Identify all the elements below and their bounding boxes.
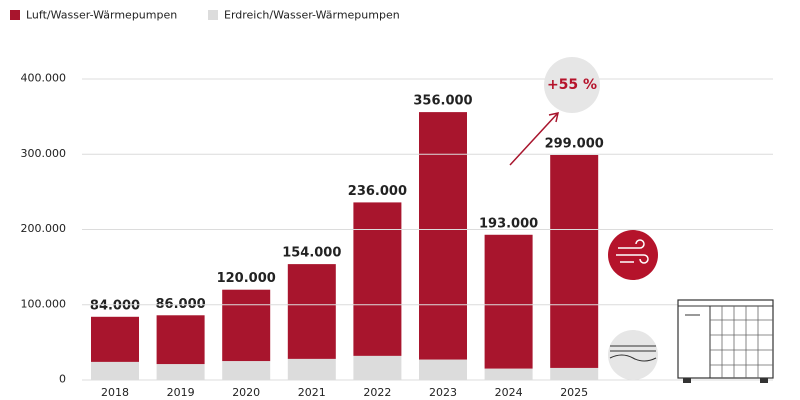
legend-label: Luft/Wasser-Wärmepumpen [26, 9, 177, 22]
bar-segment [550, 367, 599, 380]
x-tick-label: 2024 [495, 386, 523, 399]
legend-label: Erdreich/Wasser-Wärmepumpen [224, 9, 400, 22]
decoration [509, 57, 774, 383]
bar-segment [287, 264, 336, 359]
bar-segment [419, 112, 467, 360]
bar-segment [353, 202, 402, 356]
x-tick-label: 2018 [101, 386, 129, 399]
bar-segment [550, 155, 599, 368]
y-tick-label: 200.000 [21, 222, 67, 235]
value-label: 193.000 [479, 216, 538, 231]
bar-segment [156, 315, 205, 365]
bar-segment [222, 361, 271, 380]
y-tick-label: 0 [59, 373, 66, 386]
bar-segment [353, 355, 402, 380]
value-label: 84.000 [90, 298, 140, 313]
bar-segment [484, 368, 533, 380]
legend-swatch [10, 10, 20, 20]
y-tick-label: 100.000 [21, 297, 67, 310]
value-label: 299.000 [545, 137, 604, 152]
x-tick-label: 2019 [167, 386, 195, 399]
annotation: +55 % [547, 77, 597, 93]
bar-segment [91, 316, 139, 362]
bar-segment [484, 234, 533, 369]
y-tick-label: 300.000 [21, 147, 67, 160]
legend-swatch [208, 10, 218, 20]
bar-segment [91, 361, 139, 380]
x-tick-label: 2022 [363, 386, 391, 399]
x-tick-label: 2021 [298, 386, 326, 399]
bar-segment [419, 359, 467, 380]
value-label: 154.000 [282, 246, 341, 261]
x-tick-label: 2023 [429, 386, 457, 399]
bar-segment [156, 364, 205, 380]
y-tick-label: 400.000 [21, 72, 67, 85]
value-label: 356.000 [413, 94, 472, 109]
value-label: 236.000 [348, 184, 407, 199]
bar-segment [222, 289, 271, 362]
x-tick-label: 2025 [560, 386, 588, 399]
x-tick-label: 2020 [232, 386, 260, 399]
bar-segment [287, 358, 336, 380]
value-label: 120.000 [217, 271, 276, 286]
